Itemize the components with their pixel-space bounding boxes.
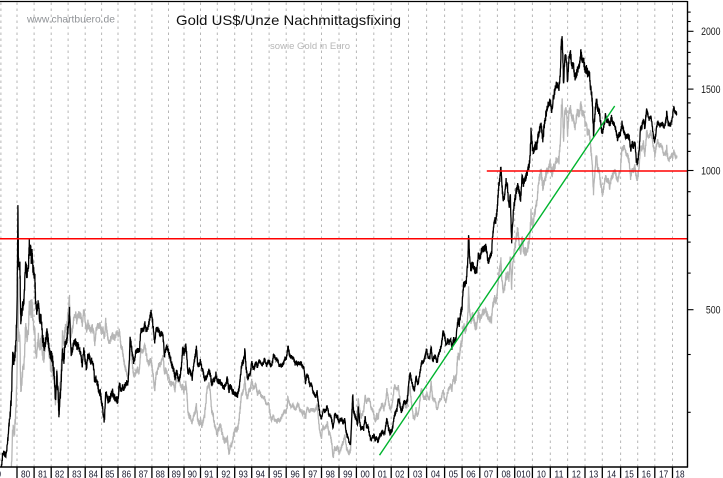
- svg-text:81: 81: [38, 469, 47, 478]
- svg-text:83: 83: [72, 469, 81, 478]
- svg-text:95: 95: [273, 469, 282, 478]
- svg-text:80: 80: [21, 469, 30, 478]
- svg-text:16: 16: [642, 469, 651, 478]
- svg-text:88: 88: [156, 469, 165, 478]
- svg-text:89: 89: [172, 469, 181, 478]
- svg-text:97: 97: [308, 469, 317, 478]
- svg-text:2000: 2000: [701, 26, 720, 38]
- svg-text:06: 06: [466, 469, 475, 478]
- svg-text:87: 87: [139, 469, 148, 478]
- svg-text:010: 010: [517, 469, 531, 478]
- svg-text:04: 04: [431, 469, 440, 478]
- svg-text:98: 98: [326, 469, 335, 478]
- svg-text:08: 08: [502, 469, 511, 478]
- svg-text:82: 82: [55, 469, 64, 478]
- svg-text:03: 03: [413, 469, 422, 478]
- svg-text:9: 9: [0, 469, 1, 478]
- svg-text:07: 07: [484, 469, 493, 478]
- svg-text:11: 11: [554, 469, 563, 478]
- svg-text:1000: 1000: [701, 165, 720, 177]
- svg-text:1500: 1500: [701, 84, 720, 96]
- svg-text:01: 01: [378, 469, 387, 478]
- svg-text:Gold US$/Unze Nachmittagsfixin: Gold US$/Unze Nachmittagsfixing: [176, 12, 401, 28]
- svg-text:13: 13: [589, 469, 598, 478]
- svg-text:05: 05: [449, 469, 458, 478]
- svg-text:96: 96: [291, 469, 300, 478]
- svg-text:84: 84: [89, 469, 98, 478]
- svg-text:91: 91: [204, 469, 213, 478]
- svg-text:85: 85: [105, 469, 114, 478]
- svg-text:00: 00: [361, 469, 370, 478]
- svg-text:90: 90: [188, 469, 197, 478]
- svg-text:86: 86: [122, 469, 131, 478]
- svg-text:15: 15: [625, 469, 634, 478]
- svg-text:www.chartbuero.de: www.chartbuero.de: [26, 14, 115, 26]
- svg-text:93: 93: [239, 469, 248, 478]
- svg-text:02: 02: [395, 469, 404, 478]
- svg-text:10: 10: [537, 469, 546, 478]
- svg-text:99: 99: [343, 469, 352, 478]
- svg-text:500: 500: [706, 305, 721, 317]
- svg-text:94: 94: [256, 469, 265, 478]
- svg-text:14: 14: [607, 469, 616, 478]
- svg-text:92: 92: [221, 469, 230, 478]
- svg-text:18: 18: [675, 469, 684, 478]
- svg-text:12: 12: [572, 469, 581, 478]
- svg-text:sowie Gold in Euro: sowie Gold in Euro: [270, 41, 350, 52]
- svg-text:17: 17: [659, 469, 668, 478]
